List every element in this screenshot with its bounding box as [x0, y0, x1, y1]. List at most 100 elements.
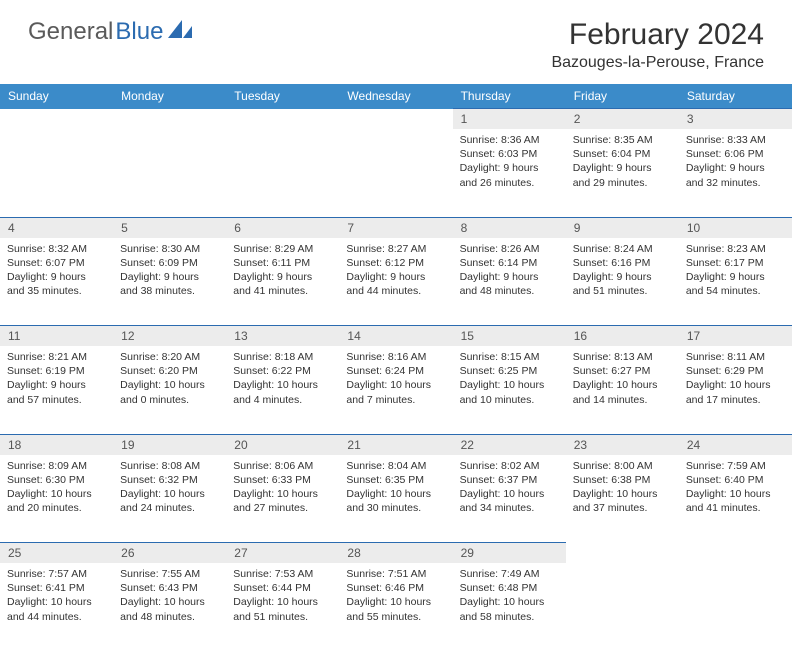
day-body-cell: Sunrise: 8:35 AMSunset: 6:04 PMDaylight:… — [566, 129, 679, 217]
day-body-cell: Sunrise: 7:57 AMSunset: 6:41 PMDaylight:… — [0, 563, 113, 651]
day-details: Sunrise: 7:49 AMSunset: 6:48 PMDaylight:… — [453, 563, 566, 630]
day-number: 4 — [0, 218, 113, 238]
day-body-cell: Sunrise: 7:51 AMSunset: 6:46 PMDaylight:… — [339, 563, 452, 651]
weekday-header: Wednesday — [339, 84, 452, 109]
day-number-cell: 27 — [226, 543, 339, 564]
day-number-cell — [339, 109, 452, 130]
weekday-header: Friday — [566, 84, 679, 109]
day-body-cell: Sunrise: 7:49 AMSunset: 6:48 PMDaylight:… — [453, 563, 566, 651]
day-body-cell: Sunrise: 8:13 AMSunset: 6:27 PMDaylight:… — [566, 346, 679, 434]
day-number-cell: 18 — [0, 434, 113, 455]
day-details: Sunrise: 8:00 AMSunset: 6:38 PMDaylight:… — [566, 455, 679, 522]
day-number: 11 — [0, 326, 113, 346]
logo-sail-icon — [168, 20, 194, 45]
day-details: Sunrise: 8:06 AMSunset: 6:33 PMDaylight:… — [226, 455, 339, 522]
day-body-cell: Sunrise: 8:29 AMSunset: 6:11 PMDaylight:… — [226, 238, 339, 326]
calendar-table: SundayMondayTuesdayWednesdayThursdayFrid… — [0, 84, 792, 651]
day-number: 29 — [453, 543, 566, 563]
day-number-cell — [113, 109, 226, 130]
day-number: 8 — [453, 218, 566, 238]
day-body-cell: Sunrise: 8:18 AMSunset: 6:22 PMDaylight:… — [226, 346, 339, 434]
day-number-cell — [226, 109, 339, 130]
day-number: 22 — [453, 435, 566, 455]
day-number: 27 — [226, 543, 339, 563]
day-number: 26 — [113, 543, 226, 563]
day-number-cell — [0, 109, 113, 130]
day-details: Sunrise: 8:20 AMSunset: 6:20 PMDaylight:… — [113, 346, 226, 413]
day-number: 7 — [339, 218, 452, 238]
day-number: 9 — [566, 218, 679, 238]
day-details: Sunrise: 8:21 AMSunset: 6:19 PMDaylight:… — [0, 346, 113, 413]
day-number: 14 — [339, 326, 452, 346]
day-body-cell — [113, 129, 226, 217]
logo-text-general: General — [28, 18, 113, 46]
day-number: 2 — [566, 109, 679, 129]
weekday-header: Sunday — [0, 84, 113, 109]
day-body-cell — [566, 563, 679, 651]
day-body-cell: Sunrise: 8:32 AMSunset: 6:07 PMDaylight:… — [0, 238, 113, 326]
daynum-row: 18192021222324 — [0, 434, 792, 455]
day-details: Sunrise: 8:33 AMSunset: 6:06 PMDaylight:… — [679, 129, 792, 196]
day-details: Sunrise: 8:36 AMSunset: 6:03 PMDaylight:… — [453, 129, 566, 196]
day-number-cell: 2 — [566, 109, 679, 130]
day-body-cell: Sunrise: 8:23 AMSunset: 6:17 PMDaylight:… — [679, 238, 792, 326]
day-number-cell: 9 — [566, 217, 679, 238]
day-body-cell: Sunrise: 8:21 AMSunset: 6:19 PMDaylight:… — [0, 346, 113, 434]
day-details: Sunrise: 7:57 AMSunset: 6:41 PMDaylight:… — [0, 563, 113, 630]
day-number-cell: 19 — [113, 434, 226, 455]
day-body-cell: Sunrise: 8:33 AMSunset: 6:06 PMDaylight:… — [679, 129, 792, 217]
day-number-cell: 1 — [453, 109, 566, 130]
day-details: Sunrise: 7:59 AMSunset: 6:40 PMDaylight:… — [679, 455, 792, 522]
day-number: 13 — [226, 326, 339, 346]
day-details: Sunrise: 8:35 AMSunset: 6:04 PMDaylight:… — [566, 129, 679, 196]
day-body-cell: Sunrise: 8:16 AMSunset: 6:24 PMDaylight:… — [339, 346, 452, 434]
day-body-cell: Sunrise: 8:08 AMSunset: 6:32 PMDaylight:… — [113, 455, 226, 543]
day-body-cell: Sunrise: 8:04 AMSunset: 6:35 PMDaylight:… — [339, 455, 452, 543]
day-number-cell: 24 — [679, 434, 792, 455]
day-details: Sunrise: 8:29 AMSunset: 6:11 PMDaylight:… — [226, 238, 339, 305]
day-number: 28 — [339, 543, 452, 563]
logo-text-blue: Blue — [115, 18, 163, 46]
day-body-cell: Sunrise: 8:27 AMSunset: 6:12 PMDaylight:… — [339, 238, 452, 326]
day-details: Sunrise: 8:16 AMSunset: 6:24 PMDaylight:… — [339, 346, 452, 413]
day-number-cell: 8 — [453, 217, 566, 238]
day-number: 19 — [113, 435, 226, 455]
day-number-cell: 21 — [339, 434, 452, 455]
day-number-cell: 22 — [453, 434, 566, 455]
day-number-cell: 5 — [113, 217, 226, 238]
day-number-cell: 29 — [453, 543, 566, 564]
day-body-cell: Sunrise: 8:02 AMSunset: 6:37 PMDaylight:… — [453, 455, 566, 543]
day-details: Sunrise: 8:13 AMSunset: 6:27 PMDaylight:… — [566, 346, 679, 413]
day-details: Sunrise: 8:09 AMSunset: 6:30 PMDaylight:… — [0, 455, 113, 522]
daynum-row: 123 — [0, 109, 792, 130]
day-body-cell: Sunrise: 8:00 AMSunset: 6:38 PMDaylight:… — [566, 455, 679, 543]
month-title: February 2024 — [551, 18, 764, 52]
day-number: 3 — [679, 109, 792, 129]
day-body-cell: Sunrise: 8:30 AMSunset: 6:09 PMDaylight:… — [113, 238, 226, 326]
daynum-row: 11121314151617 — [0, 326, 792, 347]
day-details: Sunrise: 7:51 AMSunset: 6:46 PMDaylight:… — [339, 563, 452, 630]
day-number-cell — [566, 543, 679, 564]
day-number: 20 — [226, 435, 339, 455]
day-number: 5 — [113, 218, 226, 238]
day-body-row: Sunrise: 8:32 AMSunset: 6:07 PMDaylight:… — [0, 238, 792, 326]
day-number: 6 — [226, 218, 339, 238]
daynum-row: 45678910 — [0, 217, 792, 238]
day-number-cell: 26 — [113, 543, 226, 564]
day-number-cell: 12 — [113, 326, 226, 347]
day-number-cell: 28 — [339, 543, 452, 564]
day-number-cell: 17 — [679, 326, 792, 347]
day-body-cell: Sunrise: 8:24 AMSunset: 6:16 PMDaylight:… — [566, 238, 679, 326]
day-number-cell: 11 — [0, 326, 113, 347]
day-body-cell — [339, 129, 452, 217]
day-number-cell: 6 — [226, 217, 339, 238]
day-details: Sunrise: 8:23 AMSunset: 6:17 PMDaylight:… — [679, 238, 792, 305]
day-body-cell: Sunrise: 8:15 AMSunset: 6:25 PMDaylight:… — [453, 346, 566, 434]
weekday-header: Thursday — [453, 84, 566, 109]
day-body-row: Sunrise: 8:21 AMSunset: 6:19 PMDaylight:… — [0, 346, 792, 434]
daynum-row: 2526272829 — [0, 543, 792, 564]
day-number-cell — [679, 543, 792, 564]
day-details: Sunrise: 8:04 AMSunset: 6:35 PMDaylight:… — [339, 455, 452, 522]
day-details: Sunrise: 8:15 AMSunset: 6:25 PMDaylight:… — [453, 346, 566, 413]
day-number: 24 — [679, 435, 792, 455]
